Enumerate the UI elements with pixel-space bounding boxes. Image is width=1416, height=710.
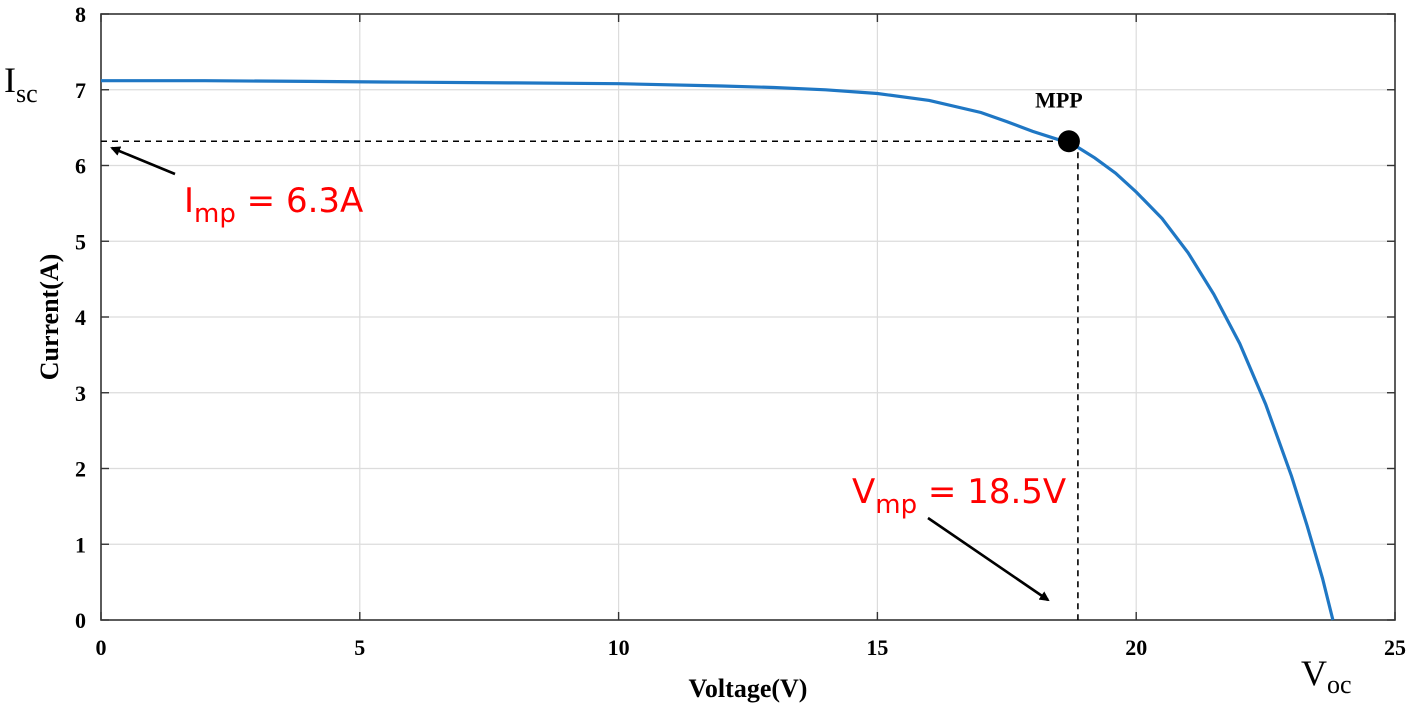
vmp-arrow: [927, 516, 1050, 602]
y-tick-label: 1: [75, 532, 86, 557]
mpp-point: [1057, 130, 1080, 153]
imp-arrow: [110, 146, 176, 176]
tick-marks: [100, 13, 1396, 621]
y-axis-title: Current(A): [35, 254, 64, 381]
grid-lines: [101, 14, 1395, 620]
vmp-annotation: Vmp = 18.5V: [852, 472, 1066, 520]
imp-annotation: Imp = 6.3A: [184, 181, 363, 229]
y-tick-label: 3: [75, 381, 86, 406]
x-tick-label: 0: [96, 635, 107, 660]
series-line-iv-curve: [101, 79, 1335, 621]
y-tick-label: 8: [75, 2, 86, 27]
y-tick-label: 2: [75, 457, 86, 482]
x-tick-label: 5: [354, 635, 365, 660]
annotation-arrows: [110, 146, 1050, 602]
mpp-label: MPP: [1035, 87, 1083, 112]
y-tick-label: 5: [75, 229, 86, 254]
x-tick-label: 15: [866, 635, 888, 660]
mpp-guide-lines: [101, 140, 1079, 620]
y-tick-label: 0: [75, 608, 86, 633]
tick-labels: 0 5 10 15 20 25 0 1 2 3 4 5 6 7 8: [75, 2, 1406, 660]
y-tick-label: 4: [75, 305, 86, 330]
x-axis-title: Voltage(V): [689, 674, 808, 703]
y-tick-label: 6: [75, 154, 86, 179]
x-tick-label: 20: [1125, 635, 1147, 660]
y-tick-label: 7: [75, 78, 86, 103]
x-tick-label: 25: [1384, 635, 1406, 660]
x-tick-label: 10: [608, 635, 630, 660]
isc-label: Isc: [4, 60, 38, 108]
voc-label: Voc: [1301, 653, 1352, 699]
